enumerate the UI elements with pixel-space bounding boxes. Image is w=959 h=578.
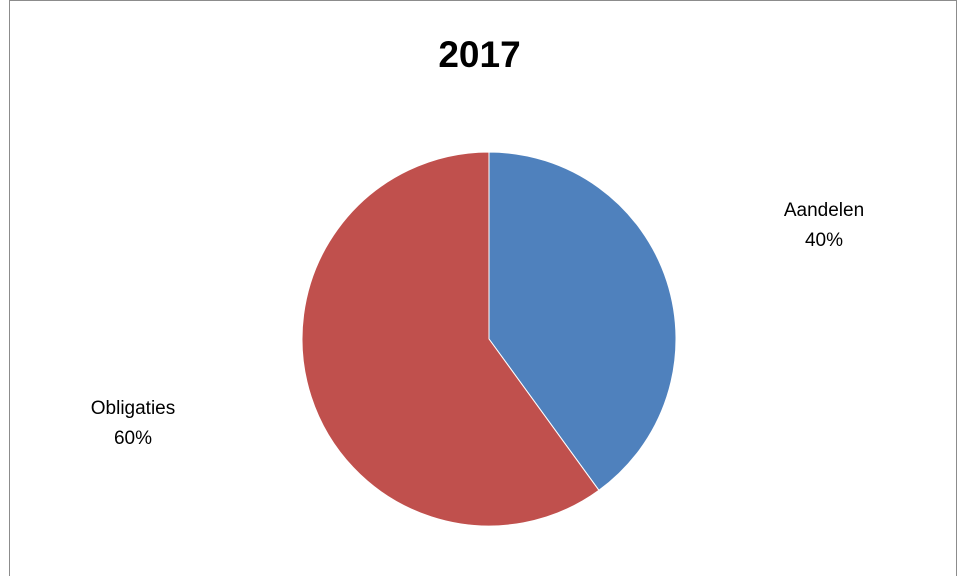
data-label-obligaties: Obligaties 60% bbox=[64, 394, 202, 454]
data-label-category: Obligaties bbox=[90, 398, 176, 419]
pie-slice-obligaties bbox=[301, 151, 600, 527]
data-label-category: Aandelen bbox=[783, 200, 865, 221]
pie-slices bbox=[301, 151, 677, 527]
data-label-aandelen: Aandelen 40% bbox=[760, 196, 888, 256]
chart-title: 2017 bbox=[438, 34, 521, 75]
data-label-percent: 40% bbox=[804, 230, 844, 251]
data-label-percent: 60% bbox=[113, 428, 153, 449]
pie-slice-aandelen bbox=[488, 151, 677, 491]
